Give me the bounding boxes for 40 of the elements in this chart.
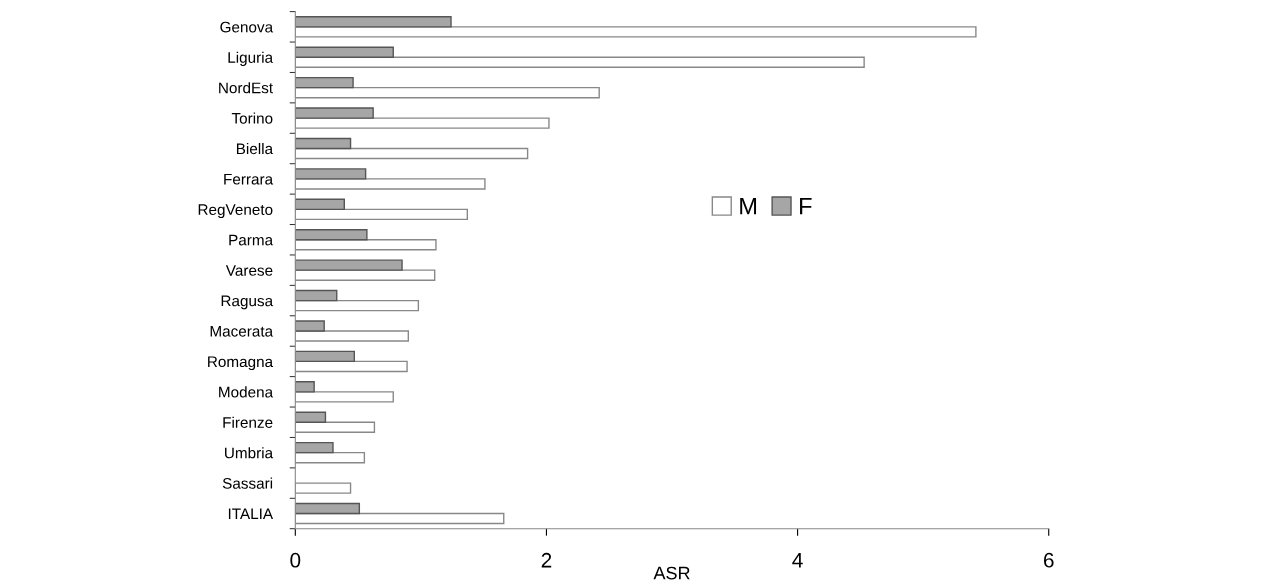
- y-tick-label: ITALIA: [228, 508, 274, 520]
- legend-label: F: [800, 198, 812, 215]
- bar: [295, 16, 452, 28]
- x-tick-label: 6: [1043, 552, 1054, 568]
- y-tick-label: Torino: [231, 112, 273, 124]
- bar: [295, 411, 327, 423]
- y-tick-label: Ragusa: [221, 295, 274, 310]
- bar: [295, 502, 361, 515]
- y-tick-label: Macerata: [210, 326, 274, 337]
- y-tick-label: Firenze: [223, 416, 273, 428]
- y-tick-label: Varese: [225, 265, 273, 276]
- x-tick-label: 0: [290, 552, 301, 568]
- y-tick-label: Romagna: [208, 356, 274, 371]
- bar: [295, 46, 394, 58]
- bar: [295, 107, 374, 119]
- x-axis-title: ASR: [653, 566, 690, 580]
- bar: [295, 381, 315, 393]
- y-tick-label: Sassari: [222, 477, 273, 489]
- bar: [295, 198, 345, 211]
- y-tick-label: Biella: [236, 142, 274, 155]
- y-tick-label: Liguria: [228, 51, 274, 66]
- y-tick-label: RegVeneto: [198, 204, 273, 219]
- y-tick-label: Parma: [229, 234, 274, 246]
- legend-label: M: [740, 198, 757, 215]
- bar: [295, 259, 403, 271]
- bar: [295, 76, 354, 89]
- bar: [295, 350, 356, 363]
- bar: [295, 229, 368, 241]
- bar: [295, 137, 352, 150]
- bar: [295, 289, 338, 302]
- x-tick-label: 2: [541, 552, 552, 568]
- x-tick-label: 4: [792, 553, 803, 568]
- bar: [295, 320, 325, 332]
- bar: [295, 168, 367, 180]
- bar: [295, 441, 334, 454]
- y-tick-label: Modena: [219, 386, 274, 398]
- y-tick-label: NordEst: [219, 82, 273, 94]
- y-tick-label: Ferrara: [224, 173, 274, 185]
- y-tick-label: Genova: [220, 21, 274, 33]
- y-tick-label: Umbria: [225, 447, 274, 459]
